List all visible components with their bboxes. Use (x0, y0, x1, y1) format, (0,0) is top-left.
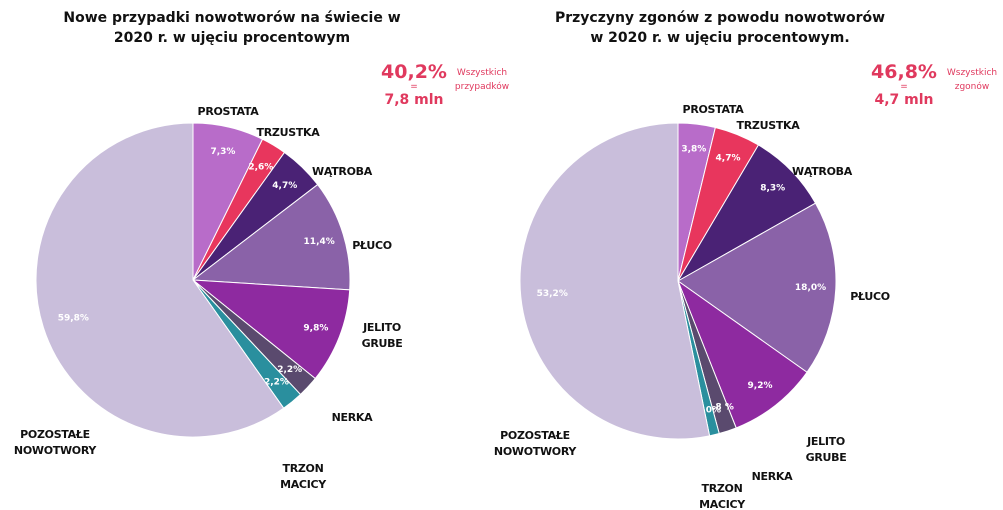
pie-slice (519, 122, 711, 440)
category-label: TRZON MACICY (699, 482, 745, 510)
category-label: NERKA (331, 411, 373, 424)
category-label: PROSTATA (682, 103, 744, 116)
pie-slice (191, 183, 351, 291)
chart-title: Nowe przypadki nowotworów na świecie w 2… (63, 10, 401, 46)
category-label: JELITO GRUBE (805, 435, 847, 464)
annotation-amount: 4,7 mln (874, 92, 934, 108)
annotation-note: Wszystkich zgonów (946, 68, 998, 92)
value-label: 3,8% (681, 145, 706, 155)
value-label: 7,3% (210, 147, 235, 157)
category-label: JELITO GRUBE (361, 321, 403, 350)
category-label: TRZUSTKA (256, 126, 320, 139)
value-label: 4,7% (272, 181, 297, 191)
value-label: 1,0% (696, 406, 721, 416)
value-label: 2,2% (277, 365, 302, 375)
annotation-percent: 40,2% (381, 61, 447, 83)
category-label: TRZON MACICY (280, 462, 326, 491)
value-label: 11,4% (304, 237, 335, 247)
pie-slice (677, 202, 837, 373)
value-label: 1,8 % (706, 402, 734, 412)
value-label: 2,2% (264, 378, 289, 388)
value-label: 53,2% (537, 289, 568, 299)
category-label: POZOSTAŁE NOWOTWORY (493, 429, 577, 458)
pie-slice (676, 279, 808, 429)
category-label: PROSTATA (197, 105, 259, 118)
value-label: 18,0% (795, 283, 826, 293)
value-label: 9,2% (748, 381, 773, 391)
category-label: PŁUCO (352, 239, 392, 252)
category-label: TRZUSTKA (736, 119, 800, 132)
value-label: 8,3% (760, 184, 785, 194)
category-label: WĄTROBA (792, 165, 852, 178)
annotation-amount: 7,8 mln (384, 92, 444, 108)
value-label: 9,8% (303, 323, 328, 333)
annotation-equals: = (410, 82, 418, 92)
category-label: PŁUCO (850, 290, 890, 303)
value-label: 2,6% (248, 162, 273, 172)
category-label: POZOSTAŁE NOWOTWORY (13, 428, 97, 457)
value-label: 4,7% (716, 154, 741, 164)
value-label: 59,8% (58, 314, 89, 324)
pie-slice (191, 279, 351, 380)
annotation-percent: 46,8% (871, 61, 937, 83)
category-label: NERKA (751, 470, 793, 483)
pie-slice (35, 122, 285, 438)
annotation-equals: = (900, 82, 908, 92)
category-label: WĄTROBA (312, 165, 372, 178)
annotation-note: Wszystkich przypadków (454, 68, 510, 92)
chart-title: Przyczyny zgonów z powodu nowotworów w 2… (554, 10, 886, 46)
